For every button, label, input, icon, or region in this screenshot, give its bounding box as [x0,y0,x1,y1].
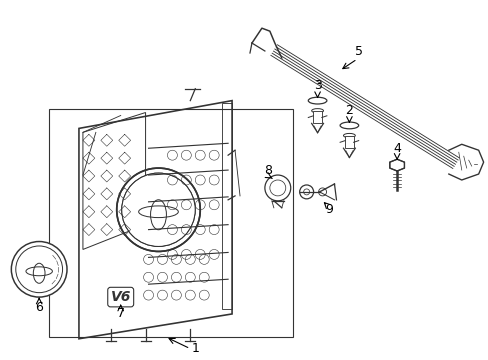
Circle shape [122,174,194,246]
Polygon shape [389,159,404,171]
Text: 2: 2 [345,104,353,117]
Bar [49,109,292,337]
Bar [222,103,232,309]
Ellipse shape [307,97,326,104]
Text: 7: 7 [117,307,124,320]
Circle shape [11,242,67,297]
Ellipse shape [340,122,358,129]
Bar [313,111,321,123]
Text: 9: 9 [325,203,333,216]
Text: 4: 4 [392,142,400,155]
Text: 5: 5 [355,45,363,58]
Text: 8: 8 [264,163,271,176]
Circle shape [264,175,290,201]
Circle shape [318,188,326,196]
Text: 6: 6 [35,301,43,314]
Text: 3: 3 [313,79,321,92]
Ellipse shape [311,109,323,113]
Text: 1: 1 [191,342,199,355]
Ellipse shape [343,134,355,138]
Bar [345,136,353,148]
Text: V6: V6 [110,290,131,304]
Circle shape [299,185,313,199]
